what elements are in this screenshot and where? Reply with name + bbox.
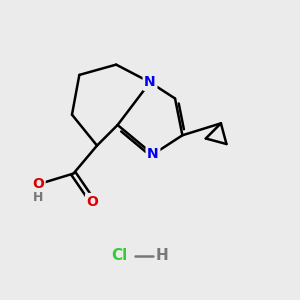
Text: H: H [33,190,43,204]
Text: N: N [144,75,156,89]
Text: O: O [32,177,44,191]
Text: Cl: Cl [111,248,127,263]
Text: H: H [155,248,168,263]
Text: O: O [87,194,98,208]
Text: N: N [147,147,159,161]
